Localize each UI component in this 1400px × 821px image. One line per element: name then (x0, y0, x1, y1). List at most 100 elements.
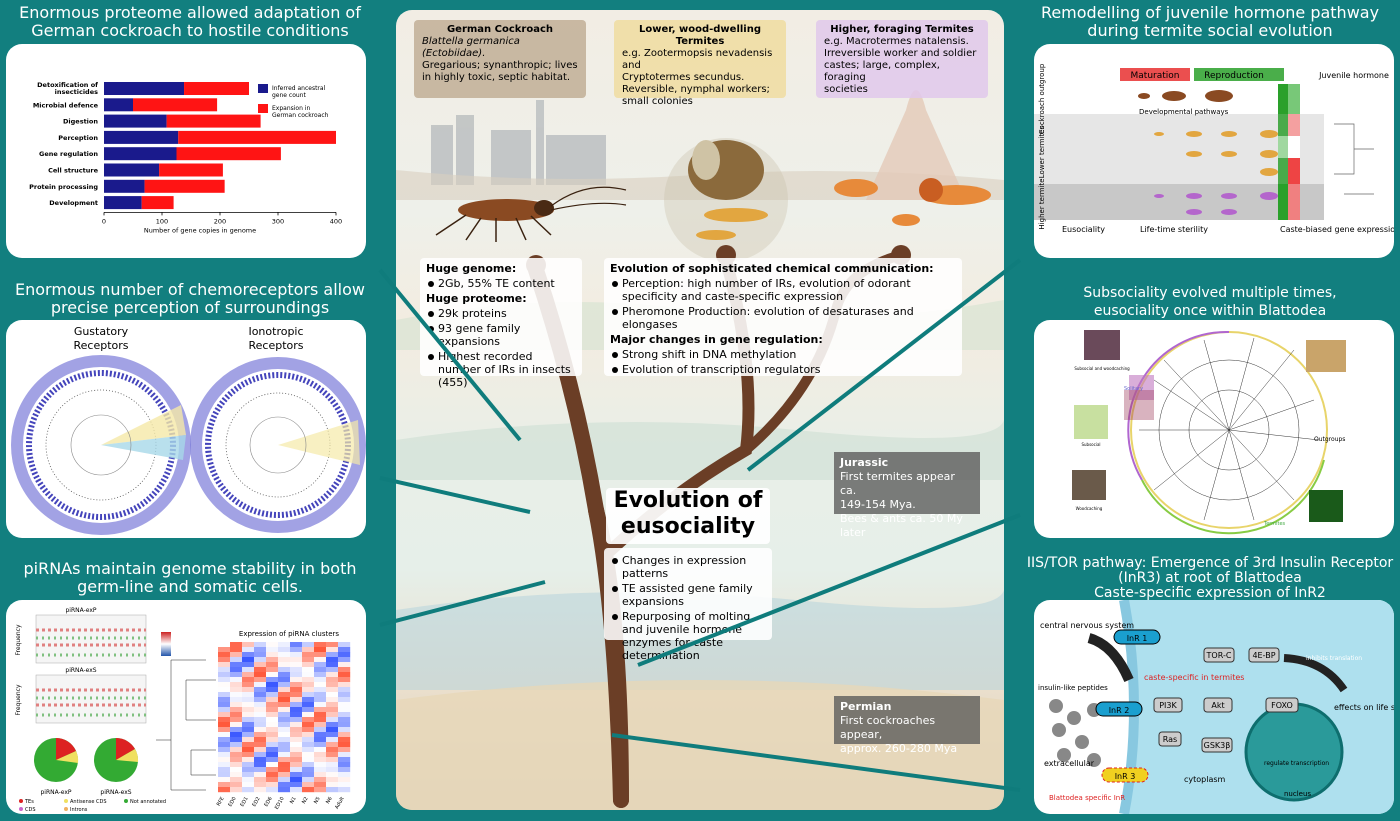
svg-text:effects on life span and caste: effects on life span and caste membershi… (1334, 703, 1394, 712)
jh-card: Maturation Reproduction Juvenile hormone… (1034, 44, 1394, 258)
heatmap-col-label: N5 (313, 796, 322, 805)
svg-text:Reproduction: Reproduction (1204, 71, 1264, 81)
nucleus (1244, 702, 1344, 802)
x-tick-label: 200 (214, 217, 226, 225)
bar-expansion (176, 147, 281, 161)
termite-mound (866, 90, 966, 200)
bar-ancestral (104, 114, 167, 128)
dendrogram (156, 659, 216, 791)
svg-text:Subsocial and woodcaching: Subsocial and woodcaching (1074, 366, 1130, 371)
lower-termites-box: Lower, wood-dwelling Termites e.g. Zoote… (614, 20, 786, 107)
svg-text:extracellular: extracellular (1044, 759, 1095, 768)
proteome-title: Enormous proteome allowed adaptation of G… (19, 3, 361, 40)
svg-text:FOXO: FOXO (1271, 701, 1293, 710)
svg-text:Introns: Introns (70, 807, 88, 813)
svg-text:piRNA-exP: piRNA-exP (65, 607, 96, 614)
legend-label: Inferred ancestral (272, 85, 326, 92)
x-tick-label: 100 (156, 217, 168, 225)
svg-text:Termites: Termites (1263, 521, 1286, 527)
gustatory-tree (11, 355, 191, 535)
proteome-chart-card: Detoxification of insecticides Microbial d… (6, 44, 366, 258)
bar-expansion (141, 196, 174, 210)
svg-text:Akt: Akt (1211, 701, 1224, 710)
svg-text:piRNA-exP: piRNA-exP (40, 789, 71, 796)
bar-ancestral (104, 147, 177, 161)
category-label: Digestion (63, 118, 98, 126)
svg-text:Subsocial: Subsocial (1081, 442, 1100, 447)
subsociality-title: Subsociality evolved multiple times, euso… (1083, 285, 1337, 319)
svg-text:Caste-biased gene expression: Caste-biased gene expression (1280, 225, 1394, 234)
german-cockroach-box: German Cockroach Blattella germanica (Ec… (414, 20, 586, 98)
city-silhouette (431, 100, 606, 185)
row-outgroup: Cockroach outgroup (1038, 63, 1046, 134)
category-label: Microbial defence (33, 101, 99, 109)
heatmap-col-label: ED1 (239, 796, 249, 808)
heatmap-col-label: N6 (325, 796, 334, 805)
genome-info-box: Huge genome: 2Gb, 55% TE content Huge pr… (420, 258, 582, 389)
svg-text:InR 1: InR 1 (1127, 634, 1148, 643)
bar-ancestral (104, 196, 142, 210)
svg-text:Eusociality: Eusociality (1062, 225, 1105, 234)
pie-exp (34, 738, 79, 782)
svg-text:inhibits translation: inhibits translation (1306, 655, 1362, 662)
bar-expansion (144, 179, 225, 193)
svg-text:caste-specific in termites: caste-specific in termites (1144, 673, 1244, 682)
receptor-trees: Gustatory Receptors Ionotropic Receptors (11, 325, 366, 535)
svg-text:CDS: CDS (25, 807, 36, 813)
higher-termites-box: Higher, foraging Termites e.g. Macroterm… (816, 20, 988, 98)
landscape-drawing (396, 90, 1004, 810)
pirna-title: piRNAs maintain genome stability in both… (23, 559, 357, 596)
svg-text:Outgroups: Outgroups (1314, 436, 1345, 443)
pirna-heatmap: RFE ED0 ED1 ED2 ED6 ED10 N1 N2 N5 N6 Adult (216, 642, 351, 811)
ionotropic-tree (190, 357, 366, 533)
eusociality-title-box: Evolution of eusociality (606, 488, 770, 544)
svg-text:Not annotated: Not annotated (130, 799, 166, 805)
jh-figure: Maturation Reproduction Juvenile hormone… (1034, 63, 1394, 234)
bar-ancestral (104, 163, 160, 177)
pirna-card: piRNA-exP Frequency piRNA-exS Frequency … (6, 600, 366, 814)
category-label: Detoxification of (37, 81, 98, 89)
insulin-peptides (1049, 699, 1101, 767)
svg-text:4E-BP: 4E-BP (1252, 651, 1275, 660)
iis-title: IIS/TOR pathway: Emergence of 3rd Insuli… (1026, 555, 1394, 601)
subsociality-card: Subsocial and woodcaching Subsocial Wood… (1034, 320, 1394, 538)
pirna-legend: TEs Antisense CDS Not annotated CDS Intr… (19, 799, 166, 813)
bar-ancestral (104, 179, 145, 193)
x-tick-label: 300 (272, 217, 284, 225)
bar-ancestral (104, 82, 185, 95)
jurassic-box: Jurassic First termites appear ca. 149-15… (834, 452, 980, 539)
bar-expansion (166, 114, 261, 128)
category-label: Protein processing (29, 183, 98, 191)
gustatory-label-2: Receptors (73, 339, 128, 352)
cockroach-drawing (435, 186, 627, 242)
heatmap-col-label: RFE (216, 796, 226, 807)
bar-expansion (133, 98, 218, 112)
ionotropic-label: Ionotropic (248, 325, 303, 338)
svg-text:TEs: TEs (24, 799, 34, 805)
inr3-receptor (1101, 767, 1149, 783)
legend-swatch-ancestral (258, 84, 268, 93)
chemoreceptor-card: Gustatory Receptors Ionotropic Receptors (6, 320, 366, 538)
subsociality-tree: Subsocial and woodcaching Subsocial Wood… (1072, 330, 1346, 535)
pirna-figure: piRNA-exP Frequency piRNA-exS Frequency … (15, 607, 351, 813)
svg-text:Frequency: Frequency (15, 624, 22, 655)
gustatory-label: Gustatory (74, 325, 129, 338)
svg-text:central nervous system: central nervous system (1040, 621, 1134, 630)
row-higher: Higher termite (1038, 178, 1046, 229)
svg-text:Woodcaching: Woodcaching (1076, 506, 1103, 511)
svg-text:Life-time sterility: Life-time sterility (1140, 225, 1208, 234)
heatmap-col-label: ED0 (227, 796, 237, 808)
svg-text:PI3K: PI3K (1159, 701, 1177, 710)
category-label: insecticides (55, 88, 98, 96)
category-label: Development (49, 199, 98, 207)
svg-text:nucleus: nucleus (1284, 790, 1311, 798)
heatmap-col-label: ED10 (274, 796, 286, 811)
svg-text:Juvenile hormone: Juvenile hormone (1318, 71, 1389, 80)
svg-text:piRNA-exS: piRNA-exS (100, 789, 131, 796)
legend-swatch-expansion (258, 104, 268, 113)
svg-text:Blattodea specific InR: Blattodea specific InR (1049, 794, 1125, 802)
higher-termites (834, 178, 991, 226)
svg-text:piRNA-exS: piRNA-exS (65, 667, 96, 674)
